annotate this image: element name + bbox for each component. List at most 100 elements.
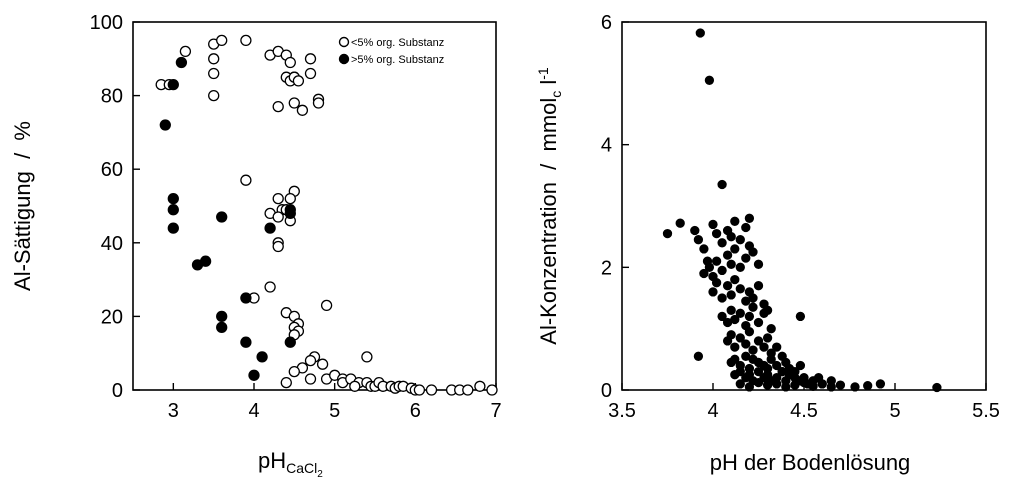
open-data-point xyxy=(462,384,474,396)
y-tick-label: 4 xyxy=(601,135,612,157)
filled-data-point xyxy=(711,228,722,239)
filled-data-point xyxy=(711,278,722,288)
filled-data-point xyxy=(762,380,773,390)
filled-data-point xyxy=(675,218,685,228)
filled-data-point xyxy=(753,366,764,377)
filled-data-point xyxy=(717,311,727,322)
x-tick-label: 6 xyxy=(410,400,421,422)
y-tick-label: 80 xyxy=(101,86,123,108)
filled-data-point xyxy=(817,379,827,389)
filled-data-point xyxy=(741,222,751,233)
filled-data-point xyxy=(730,216,740,226)
filled-data-point xyxy=(248,369,260,381)
open-data-point xyxy=(284,56,296,69)
filled-data-point xyxy=(730,244,740,254)
y-axis-label-tail: l xyxy=(536,80,561,91)
filled-data-point xyxy=(717,265,727,276)
y-tick-label: 2 xyxy=(601,257,612,279)
data-points xyxy=(155,34,498,396)
x-tick-label: 3.5 xyxy=(608,400,636,422)
data-points xyxy=(662,28,942,393)
y-tick-label: 20 xyxy=(101,306,123,328)
legend-label-filled: >5% org. Substanz xyxy=(351,54,444,66)
filled-data-point xyxy=(726,330,736,340)
filled-data-point xyxy=(695,28,705,38)
open-data-point xyxy=(304,53,317,65)
legend-label-open: <5% org. Substanz xyxy=(351,37,444,49)
filled-data-point xyxy=(726,232,736,242)
open-data-point xyxy=(288,365,300,378)
x-axis-label-main: pH xyxy=(258,448,286,473)
open-data-point xyxy=(264,281,276,293)
filled-data-point xyxy=(730,354,740,364)
filled-data-point xyxy=(741,253,751,263)
filled-data-point xyxy=(708,219,718,230)
y-tick-label: 6 xyxy=(601,12,612,34)
filled-data-point xyxy=(744,311,755,322)
filled-data-point xyxy=(772,342,782,352)
x-tick-label: 4 xyxy=(707,400,718,422)
filled-data-point xyxy=(753,317,764,328)
open-data-point xyxy=(288,97,300,109)
filled-data-point xyxy=(799,377,809,388)
x-tick-label: 5 xyxy=(889,400,900,422)
filled-data-point xyxy=(726,259,736,269)
open-data-point xyxy=(272,211,284,223)
filled-data-point xyxy=(826,382,836,392)
filled-data-point xyxy=(159,119,171,131)
filled-data-point xyxy=(875,379,886,389)
filled-data-point xyxy=(704,262,715,272)
filled-data-point xyxy=(284,336,296,348)
filled-data-point xyxy=(699,268,709,279)
filled-data-point xyxy=(772,379,782,389)
open-data-point xyxy=(304,67,317,80)
open-data-point xyxy=(208,53,220,65)
x-axis-label-sub2: 2 xyxy=(317,469,323,480)
x-tick-label: 5.5 xyxy=(972,400,1000,422)
filled-data-point xyxy=(795,311,806,322)
filled-data-point xyxy=(735,333,745,343)
filled-data-point xyxy=(744,327,755,337)
filled-data-point xyxy=(772,360,782,371)
open-data-point xyxy=(316,358,329,370)
open-data-point xyxy=(179,45,192,58)
chart-al-saturation: 3 4 5 6 7 0 20 40 60 80 100 <5% org. Substanz >5%… xyxy=(10,12,502,480)
y-tick-label: 0 xyxy=(112,380,123,402)
filled-data-point xyxy=(717,179,727,190)
y-tick-label: 100 xyxy=(90,12,123,34)
open-data-point xyxy=(272,240,284,253)
filled-data-point xyxy=(726,305,736,315)
filled-data-point xyxy=(932,382,942,393)
filled-data-point xyxy=(240,336,252,348)
open-data-point xyxy=(272,100,284,113)
filled-data-point xyxy=(722,281,733,291)
filled-data-point xyxy=(216,310,228,323)
filled-data-point xyxy=(748,345,758,355)
filled-data-point xyxy=(735,262,745,272)
open-data-point xyxy=(349,380,361,392)
filled-data-point xyxy=(717,293,727,303)
filled-data-point xyxy=(693,351,704,361)
filled-data-point xyxy=(730,342,740,352)
filled-data-point xyxy=(662,228,673,239)
open-data-point xyxy=(361,351,373,363)
open-data-point xyxy=(280,376,292,389)
x-tick-label: 5 xyxy=(329,400,340,422)
y-tick-label: 40 xyxy=(101,233,123,255)
y-axis-label: Al-Sättigung / % xyxy=(10,121,35,291)
x-tick-label: 4 xyxy=(248,400,259,422)
filled-data-point xyxy=(748,302,758,312)
y-axis-ticks: 0 2 4 6 xyxy=(601,12,629,402)
open-data-point xyxy=(425,384,438,396)
filled-data-point xyxy=(748,247,758,257)
x-tick-label: 4.5 xyxy=(790,400,818,422)
filled-data-point xyxy=(726,290,736,300)
filled-data-point xyxy=(284,207,296,220)
open-data-point xyxy=(413,384,426,396)
chart-al-concentration: 3.5 4 4.5 5 5.5 0 2 4 6 pH der Bodenlösung Al-K… xyxy=(535,12,1000,475)
x-axis-ticks: 3.5 4 4.5 5 5.5 xyxy=(608,383,1000,422)
open-data-point xyxy=(208,89,220,102)
y-axis-label-main: Al-Konzentration / mmol xyxy=(536,98,561,345)
filled-data-point xyxy=(744,382,755,392)
